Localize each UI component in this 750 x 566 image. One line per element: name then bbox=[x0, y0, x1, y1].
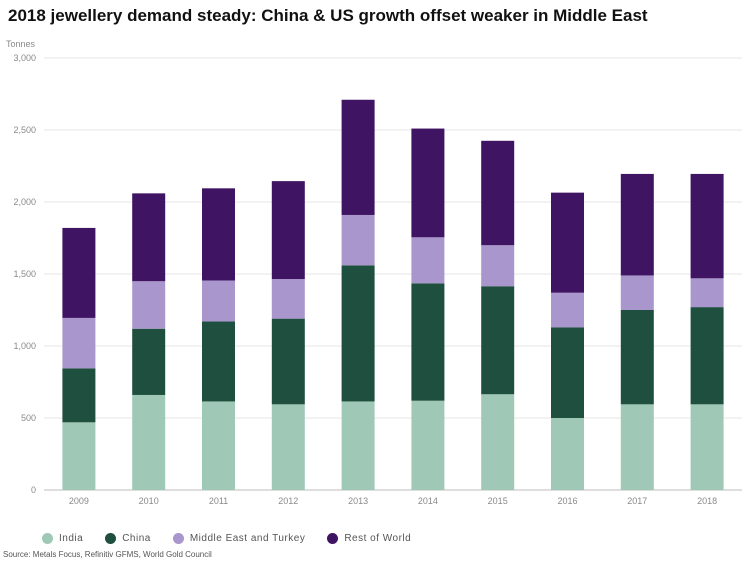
legend-swatch bbox=[105, 533, 117, 544]
x-tick-label: 2012 bbox=[278, 496, 298, 506]
y-tick-label: 1,500 bbox=[13, 269, 36, 279]
bar-segment bbox=[271, 279, 305, 319]
x-tick-label: 2011 bbox=[209, 496, 228, 506]
bar-segment bbox=[62, 317, 96, 369]
bar-segment bbox=[620, 404, 654, 490]
bar-segment bbox=[551, 192, 584, 293]
bar-segment bbox=[202, 321, 235, 402]
bar-segment bbox=[411, 283, 445, 401]
chart-legend: India China Middle East and Turkey Rest of … bbox=[42, 533, 411, 544]
bar-segment bbox=[690, 173, 724, 279]
x-tick-label: 2014 bbox=[418, 496, 438, 506]
x-tick-label: 2013 bbox=[348, 496, 368, 506]
bar-segment bbox=[132, 281, 166, 329]
y-tick-label: 2,000 bbox=[13, 197, 36, 207]
bar-segment bbox=[620, 275, 654, 310]
legend-label: Rest of World bbox=[344, 533, 412, 544]
legend-swatch bbox=[42, 533, 53, 544]
y-tick-label: 0 bbox=[31, 485, 36, 495]
bar-segment bbox=[690, 404, 724, 490]
bar-segment bbox=[481, 245, 515, 287]
bar-segment bbox=[132, 193, 166, 282]
bar-segment bbox=[551, 418, 584, 490]
bar-segment bbox=[341, 401, 375, 490]
bar-segment bbox=[341, 99, 375, 215]
bar-segment bbox=[551, 292, 584, 328]
bar-segment bbox=[271, 181, 305, 280]
x-tick-label: 2009 bbox=[69, 496, 89, 506]
bar-segment bbox=[690, 278, 724, 308]
bar-segment bbox=[411, 237, 445, 284]
bar-segment bbox=[62, 422, 96, 490]
bar-segment bbox=[341, 214, 375, 266]
source-note: Source: Metals Focus, Refinitiv GFMS, Wo… bbox=[3, 550, 212, 559]
legend-swatch bbox=[327, 533, 339, 544]
bar-segment bbox=[202, 280, 235, 322]
bar-segment bbox=[481, 394, 515, 490]
bar-segment bbox=[132, 394, 166, 490]
bar-segment bbox=[132, 328, 166, 395]
legend-label: China bbox=[122, 533, 151, 544]
legend-swatch bbox=[172, 533, 184, 544]
x-tick-label: 2010 bbox=[139, 496, 159, 506]
legend-item: China bbox=[105, 533, 151, 544]
legend-label: India bbox=[59, 533, 84, 544]
legend-item: Middle East and Turkey bbox=[172, 533, 306, 544]
y-tick-label: 3,000 bbox=[13, 53, 36, 63]
bar-segment bbox=[551, 327, 584, 418]
bar-segment bbox=[690, 307, 724, 405]
legend-label: Middle East and Turkey bbox=[189, 533, 306, 544]
bar-segment bbox=[411, 128, 445, 238]
y-tick-label: 2,500 bbox=[13, 125, 36, 135]
bar-segment bbox=[271, 404, 305, 490]
bar-segment bbox=[62, 368, 96, 423]
x-tick-label: 2017 bbox=[627, 496, 647, 506]
bar-segment bbox=[620, 173, 654, 276]
bar-segment bbox=[341, 265, 375, 402]
y-tick-label: 500 bbox=[21, 413, 36, 423]
bar-segment bbox=[202, 188, 235, 281]
bar-segment bbox=[481, 286, 515, 395]
x-tick-label: 2016 bbox=[557, 496, 577, 506]
bar-segment bbox=[62, 227, 96, 318]
bar-segment bbox=[481, 140, 515, 246]
y-tick-label: 1,000 bbox=[13, 341, 36, 351]
y-axis-unit-label: Tonnes bbox=[6, 39, 36, 49]
bar-segment bbox=[202, 401, 235, 490]
legend-item: India bbox=[42, 533, 83, 544]
chart-title: 2018 jewellery demand steady: China & US… bbox=[8, 6, 648, 25]
x-tick-label: 2015 bbox=[488, 496, 508, 506]
x-tick-label: 2018 bbox=[697, 496, 717, 506]
bar-segment bbox=[271, 318, 305, 405]
legend-item: Rest of World bbox=[327, 533, 411, 544]
bar-segment bbox=[411, 400, 445, 490]
bar-segment bbox=[620, 310, 654, 405]
